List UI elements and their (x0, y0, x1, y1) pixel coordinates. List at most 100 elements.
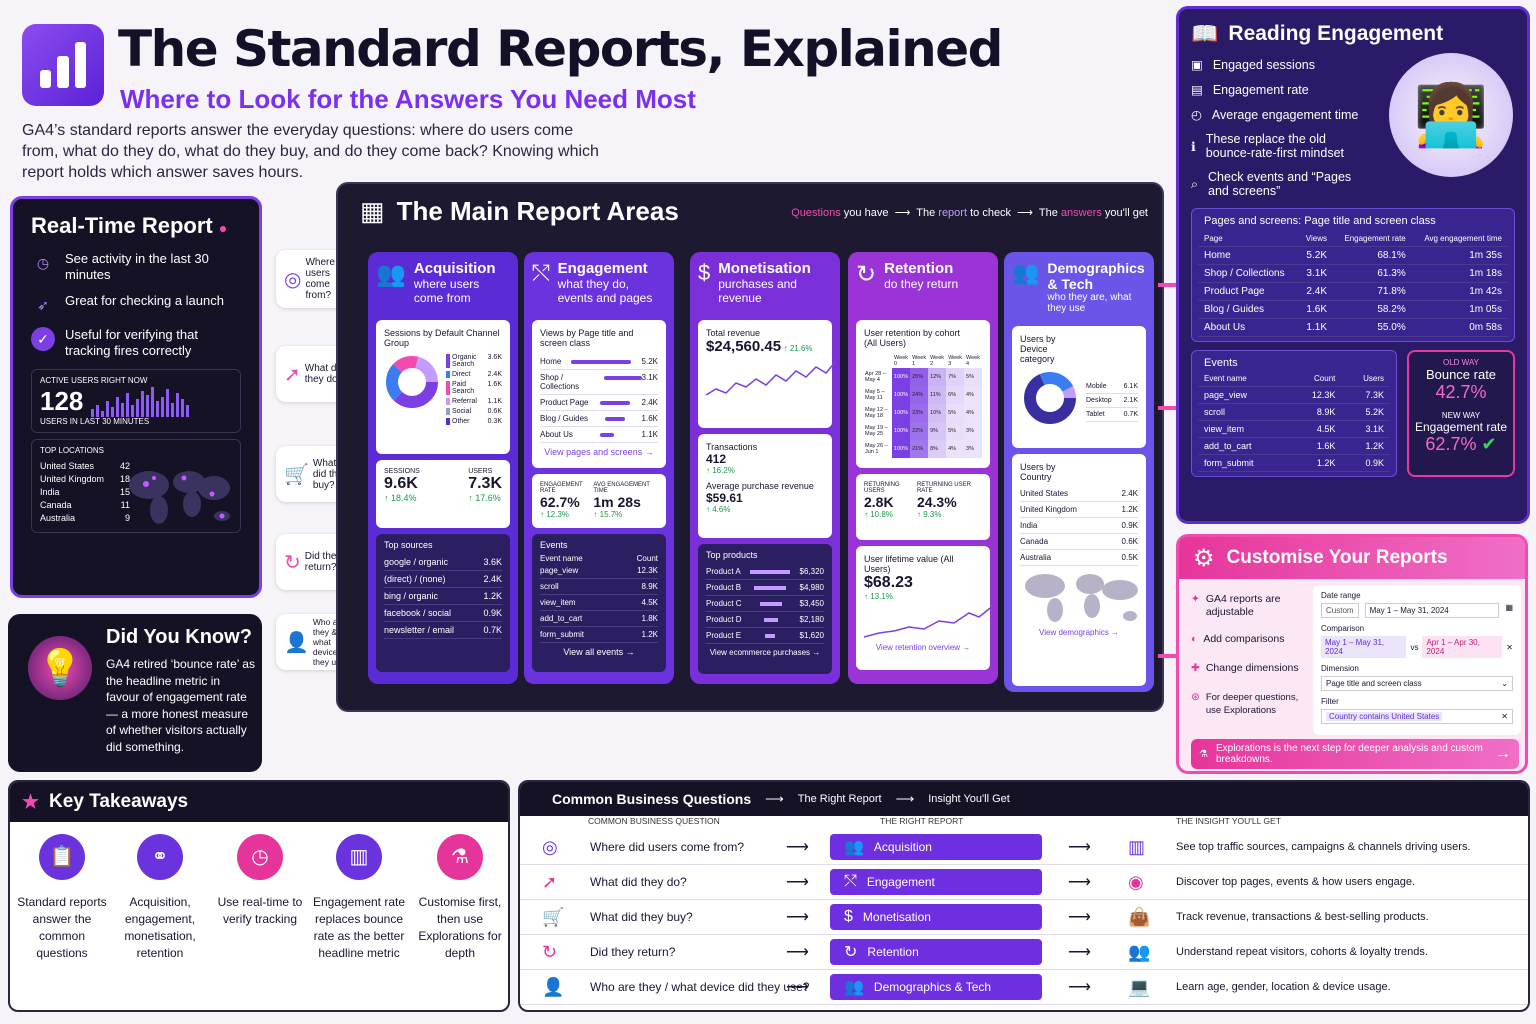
source-value: 0.9K (483, 608, 502, 618)
arrow-right-icon: ⟶ (765, 791, 784, 806)
trend-icon: ⤲ (844, 873, 857, 890)
chevron-down-icon[interactable]: ⌄ (1501, 679, 1508, 688)
close-icon[interactable]: ✕ (1506, 642, 1513, 652)
pages-cell: 5.2K (1297, 246, 1333, 265)
spark-bar (131, 405, 135, 417)
close-icon[interactable]: ✕ (1501, 712, 1508, 721)
bq-insight: Learn age, gender, location & device usa… (1176, 981, 1391, 993)
events-cell: 3.1K (1341, 420, 1390, 438)
view-ecommerce-link[interactable]: View ecommerce purchases → (709, 648, 821, 657)
bq-insight: Track revenue, transactions & best-selli… (1176, 911, 1429, 923)
events-cell: 1.2K (1341, 437, 1390, 455)
revenue-value: $24,560.45 (706, 338, 782, 355)
ltv-sparkline (863, 604, 995, 638)
clipboard-icon: 📋 (39, 834, 85, 880)
events-table-box: Events Event name Count Users page_view 12.3… (1191, 350, 1397, 477)
device-row-name: Desktop (1086, 397, 1112, 404)
comparison-label: Comparison (1321, 624, 1365, 633)
channel-name: Organic Search (446, 354, 488, 368)
users-delta: ↑ 17.6% (468, 493, 501, 503)
view-pages-link[interactable]: View pages and screens → (544, 447, 654, 457)
device-donut (1024, 372, 1076, 424)
top-sources-title: Top sources (384, 540, 433, 550)
view-events-link[interactable]: View all events → (563, 647, 635, 657)
bq-col-header: THE RIGHT REPORT (880, 816, 964, 826)
location-name: United States (40, 461, 95, 471)
event-row-name: view_item (540, 598, 576, 607)
cohort-card: User retention by cohort (All Users) Wee… (856, 320, 990, 468)
product-row: Product E $1,620 (706, 628, 824, 644)
legend-word: you have (843, 207, 889, 219)
bq-insight: Understand repeat visitors, cohorts & lo… (1176, 946, 1428, 958)
filter-chip[interactable]: Country contains United States (1326, 712, 1443, 721)
active-users-label: ACTIVE USERS RIGHT NOW (40, 376, 148, 385)
arrow-right-icon: ⟶ (1068, 909, 1091, 926)
channel-value: 3.6K (487, 354, 502, 361)
source-row-name: newsletter / email (384, 625, 455, 635)
bq-report-label: Demographics & Tech (873, 980, 992, 994)
view-demographics-link[interactable]: View demographics → (1039, 628, 1119, 637)
bq-report-pill[interactable]: $ Monetisation (830, 904, 1042, 930)
cohort-cell: 23% (910, 404, 929, 422)
add-user-icon: 👥 (376, 261, 406, 288)
source-row: google / organic 3.6K (384, 554, 502, 571)
takeaway-text: Acquisition, engagement, monetisation, r… (124, 895, 196, 960)
date-range-value[interactable]: May 1 – May 31, 2024 (1364, 603, 1500, 618)
ltv-delta: ↑ 13.1% (864, 592, 893, 601)
device-title: Users by Device category (1020, 334, 1056, 364)
explorations-banner[interactable]: ⚗ Explorations is the next step for deepe… (1191, 739, 1519, 769)
reading-item: Check events and “Pages and screens” (1208, 170, 1352, 198)
view-retention-link[interactable]: View retention overview → (875, 643, 971, 652)
cohort-cell: 9% (928, 422, 947, 440)
bq-report-pill[interactable]: ↻ Retention (830, 939, 1042, 965)
bq-report-pill[interactable]: 👥 Demographics & Tech (830, 974, 1042, 1000)
channel-value: 2.4K (487, 371, 502, 378)
product-revenue: $3,450 (799, 599, 824, 608)
comparison-chip[interactable]: Apr 1 – Apr 30, 2024 (1422, 636, 1503, 658)
bq-report-pill[interactable]: ⤲ Engagement (830, 869, 1042, 895)
main-legend: Questions you have ⟶ The report to check… (791, 207, 1148, 219)
event-count: 1.2K (641, 630, 658, 639)
events-cell: view_item (1198, 420, 1289, 438)
cohort-week: Week 2 (930, 355, 945, 367)
country-row-name: Australia (1020, 553, 1052, 562)
cohort-cell: 12% (928, 368, 947, 386)
cohort-cell: 100% (892, 440, 911, 458)
bq-report-pill[interactable]: 👥 Acquisition (830, 834, 1042, 860)
channel-row: Social 0.6K (446, 408, 502, 415)
aet-value: 1m 28s (593, 494, 641, 510)
apr-value: $59.61 (706, 491, 743, 505)
takeaways-title: Key Takeaways (49, 791, 189, 812)
laptop-icon: 💻 (1128, 976, 1151, 997)
country-row-name: Canada (1020, 537, 1049, 546)
dimension-select[interactable]: Page title and screen class (1326, 679, 1422, 688)
arrow-right-icon: ⟶ (1068, 944, 1091, 961)
spark-bar (186, 405, 190, 417)
cohort-name: Apr 28 – May 4 (865, 371, 886, 383)
date-range-select[interactable]: Custom (1321, 603, 1359, 618)
device-row: Tablet 0.7K (1086, 408, 1138, 422)
event-count: 4.5K (641, 598, 658, 607)
comparison-chip[interactable]: May 1 – May 31, 2024 (1321, 636, 1407, 658)
pages-cell: Shop / Collections (1198, 264, 1298, 283)
ret-sub: do they return (884, 277, 959, 291)
channel-row: Paid Search 1.6K (446, 381, 502, 395)
channel-row: Referral 1.1K (446, 398, 502, 405)
spark-bar (171, 403, 175, 417)
flask-icon: ⚗ (437, 834, 483, 880)
product-row-name: Product D (706, 615, 742, 624)
channel-donut (386, 356, 438, 408)
pages-cell: 1.1K (1297, 318, 1333, 337)
page-row-name: Product Page (540, 398, 589, 407)
cohort-cell: 100% (892, 386, 911, 404)
eye-icon: ◉ (1128, 871, 1144, 892)
sessions-delta: ↑ 18.4% (384, 493, 417, 503)
calendar-icon[interactable]: ▦ (1505, 603, 1513, 612)
ru-value: 2.8K (864, 494, 894, 510)
logo (22, 24, 104, 106)
location-row: United Kingdom 18 (40, 474, 130, 484)
reading-item: These replace the old bounce-rate-first … (1205, 132, 1345, 160)
users-value: 7.3K (468, 475, 502, 492)
reading-engagement-panel: 📖 Reading Engagement 👩‍💻 ▣ Engaged session… (1176, 6, 1530, 524)
pages-cell: 2.4K (1297, 282, 1333, 301)
